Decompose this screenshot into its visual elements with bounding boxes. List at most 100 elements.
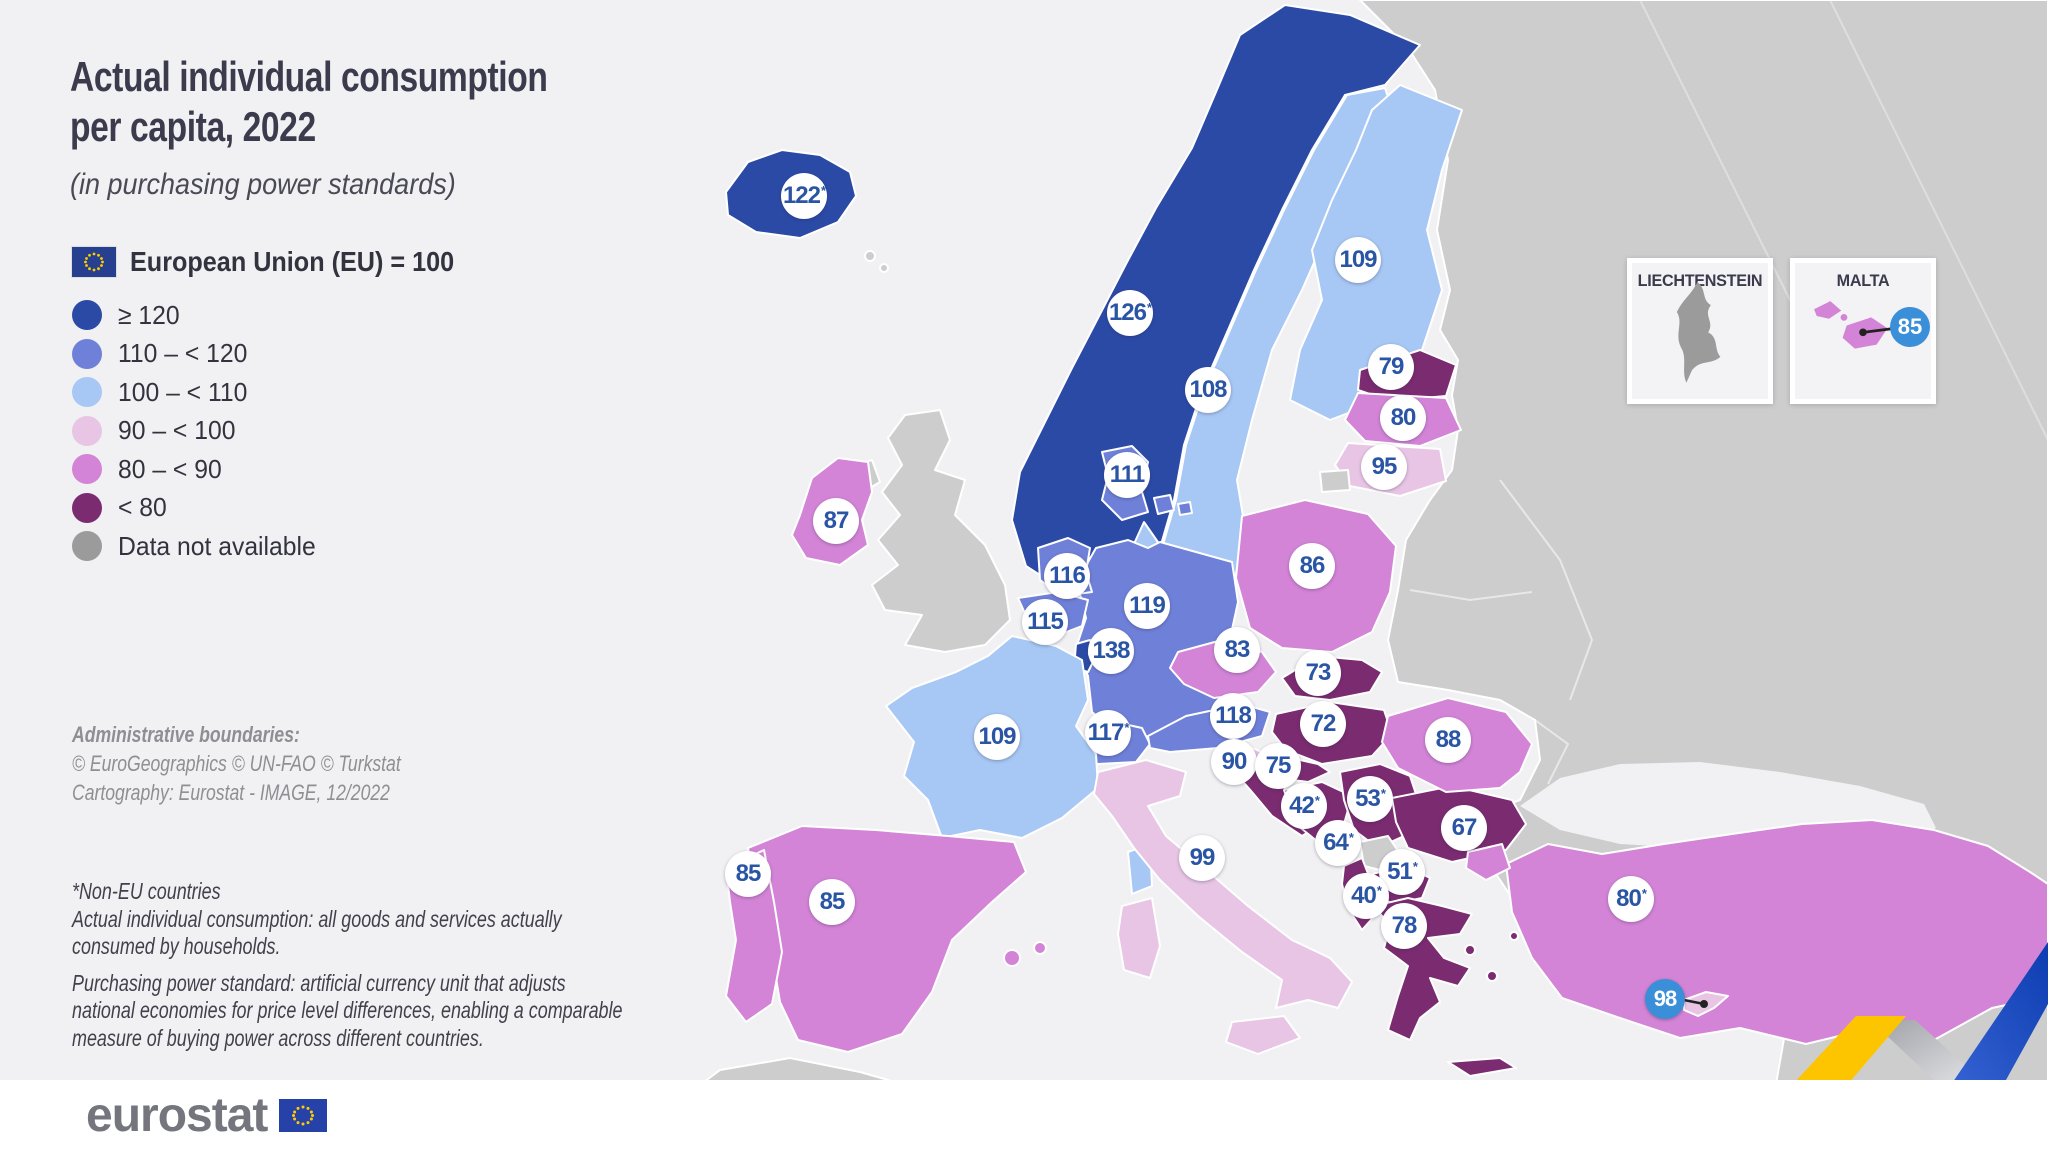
eurostat-logo: eurostat: [86, 1088, 328, 1143]
badge-turkey: 80 *: [1608, 876, 1654, 922]
legend-item--120: ≥ 120: [72, 296, 326, 335]
eurostat-logo-flag-icon: [279, 1099, 328, 1132]
legend-item-80-90: 80 – < 90: [72, 450, 326, 489]
admin-boundaries-credits: © EuroGeographics © UN-FAO © Turkstat: [72, 751, 401, 776]
country-denmark-islands: [1153, 494, 1193, 516]
footnote-pps-line-2: measure of buying power across different…: [72, 1024, 484, 1051]
badge-montenegro: 64 *: [1315, 820, 1361, 866]
legend-item-label: 100 – < 110: [118, 376, 248, 407]
footnote-aic-line-0: Actual individual consumption: all goods…: [72, 905, 562, 932]
legend-item-label: < 80: [118, 492, 167, 523]
page-title: Actual individual consumption per capita…: [70, 53, 548, 150]
legend-color-dot: [72, 338, 102, 369]
country-kaliningrad: [1319, 469, 1351, 493]
legend-color-dot: [72, 531, 102, 562]
badge-bulgaria: 67: [1441, 805, 1487, 851]
badge-italy: 99: [1179, 835, 1225, 881]
badge-iceland: 122 *: [781, 173, 827, 219]
footnote-aic-line-1: consumed by households.: [72, 933, 281, 959]
faroe-islands: [864, 250, 876, 262]
badge-finland: 109: [1335, 237, 1381, 283]
legend-color-dot: [72, 492, 102, 523]
country-turkey-thrace: [1465, 843, 1511, 881]
badge-north-macedonia: 51 *: [1379, 849, 1425, 895]
badge-serbia: 53 *: [1347, 776, 1393, 822]
cyprus-callout-line: [1683, 998, 1708, 1008]
aegean-island-2: [1486, 970, 1498, 982]
legend-item-90-100: 90 – < 100: [72, 412, 326, 451]
badge-france: 109: [974, 714, 1020, 760]
footnote-pps-line-0: Purchasing power standard: artificial cu…: [72, 969, 566, 996]
badge-luxembourg: 138: [1088, 628, 1134, 674]
badge-estonia: 79: [1368, 344, 1414, 390]
faroe-islands-2: [879, 263, 889, 273]
country-italy: [1093, 759, 1353, 1009]
legend-item-label: ≥ 120: [118, 299, 180, 330]
eu-flag-icon: [72, 247, 116, 277]
badge-norway: 126 *: [1107, 290, 1153, 336]
country-sardinia: [1117, 897, 1161, 979]
badge-sweden: 108: [1185, 367, 1231, 413]
balearic-islands: [1003, 949, 1021, 967]
badge-lithuania: 95: [1361, 444, 1407, 490]
badge-bosnia-and-herzegovina: 42 *: [1281, 783, 1327, 829]
country-crete: [1447, 1057, 1517, 1077]
country-turkey: [1505, 819, 2048, 1045]
legend-color-dot: [72, 300, 102, 331]
badge-germany: 119: [1124, 583, 1170, 629]
country-sicily: [1225, 1015, 1301, 1055]
aegean-island-3: [1509, 931, 1519, 941]
badge-greece: 78: [1381, 903, 1427, 949]
badge-cyprus: 98: [1645, 979, 1685, 1019]
legend-eu-reference: European Union (EU) = 100: [72, 246, 490, 278]
footnote-non-eu: *Non-EU countries: [72, 878, 221, 904]
badge-spain: 85: [809, 879, 855, 925]
inset-liechtenstein: LIECHTENSTEIN: [1627, 258, 1773, 404]
eurostat-logo-text: eurostat: [86, 1089, 268, 1142]
legend-item-data-not-available: Data not available: [72, 527, 326, 566]
badge-slovenia: 90: [1211, 739, 1257, 785]
gray-internal-borders: [1409, 479, 1594, 785]
badge-ireland: 87: [813, 498, 859, 544]
badge-czechia: 83: [1214, 627, 1260, 673]
admin-boundaries-note: Administrative boundaries: © EuroGeograp…: [72, 720, 401, 807]
liechtenstein-shape: [1676, 282, 1721, 383]
badge-switzerland: 117 *: [1085, 710, 1131, 756]
legend-eu-reference-label: European Union (EU) = 100: [130, 246, 455, 277]
badge-portugal: 85: [725, 851, 771, 897]
badge-netherlands: 116: [1044, 553, 1090, 599]
legend-item-110-120: 110 – < 120: [72, 335, 326, 374]
legend-item-label: 110 – < 120: [118, 338, 248, 369]
country-united-kingdom: [871, 409, 1011, 653]
badge-poland: 86: [1289, 543, 1335, 589]
badge-latvia: 80: [1380, 395, 1426, 441]
legend-item-100-110: 100 – < 110: [72, 373, 326, 412]
badge-hungary: 72: [1300, 701, 1346, 747]
legend: ≥ 120 110 – < 120 100 – < 110 90 – < 100 80 …: [72, 296, 326, 566]
badge-romania: 88: [1425, 717, 1471, 763]
legend-color-dot: [72, 415, 102, 446]
badge-austria: 118: [1210, 693, 1256, 739]
inset-malta: MALTA 85: [1790, 258, 1936, 404]
badge-denmark: 111: [1104, 452, 1150, 498]
inset-liechtenstein-label: LIECHTENSTEIN: [1637, 271, 1763, 290]
badge-malta: 85: [1890, 307, 1930, 347]
legend-color-dot: [72, 454, 102, 485]
legend-item-label: 80 – < 90: [118, 453, 222, 484]
badge-belgium: 115: [1022, 599, 1068, 645]
balearic-islands-2: [1033, 941, 1047, 955]
page-subtitle: (in purchasing power standards): [70, 168, 456, 201]
cartography-credit: Cartography: Eurostat - IMAGE, 12/2022: [72, 780, 390, 805]
footer: [0, 1080, 2048, 1152]
aegean-island: [1464, 944, 1476, 956]
badge-croatia: 75: [1255, 743, 1301, 789]
badge-albania: 40 *: [1343, 873, 1389, 919]
legend-item--80: < 80: [72, 489, 326, 528]
legend-item-label: Data not available: [118, 530, 316, 561]
footnote-pps-line-1: national economies for price level diffe…: [72, 997, 623, 1023]
admin-boundaries-title: Administrative boundaries:: [72, 722, 300, 747]
footnotes: *Non-EU countries Actual individual consu…: [72, 878, 622, 1052]
legend-item-label: 90 – < 100: [118, 415, 236, 446]
